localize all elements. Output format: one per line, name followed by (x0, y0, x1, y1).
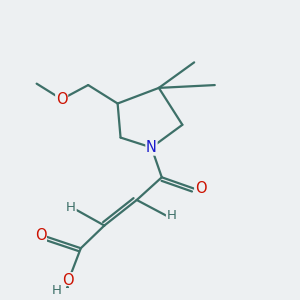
Text: N: N (146, 140, 157, 155)
Text: O: O (35, 228, 46, 243)
Text: O: O (195, 181, 206, 196)
Text: H: H (167, 209, 176, 222)
Text: O: O (62, 273, 74, 288)
Text: H: H (66, 201, 76, 214)
Text: H: H (52, 284, 62, 297)
Text: O: O (56, 92, 68, 107)
